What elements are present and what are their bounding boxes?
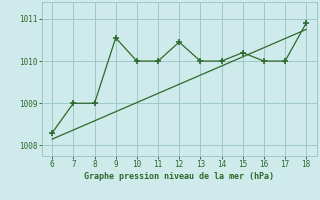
X-axis label: Graphe pression niveau de la mer (hPa): Graphe pression niveau de la mer (hPa)	[84, 172, 274, 181]
